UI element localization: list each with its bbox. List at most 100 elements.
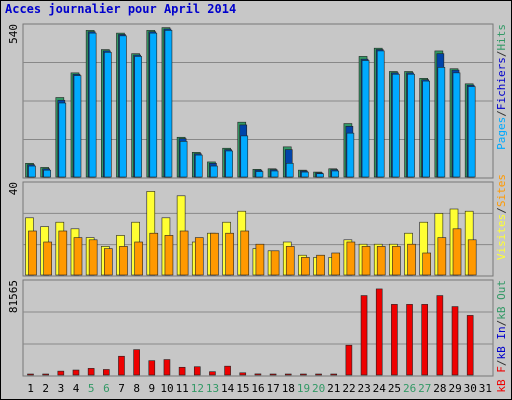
bar-sites-day-22 (346, 241, 356, 276)
x-tick-label: 24 (373, 382, 387, 395)
bar-kb-f-day-12 (193, 366, 201, 376)
bar-kb-f-day-19 (300, 373, 307, 376)
bar-kb-f-day-16 (254, 373, 262, 376)
legend-entry: kB Out (495, 280, 508, 320)
legend-entry: kB F (495, 366, 508, 393)
bottom-legend: kB F/kB In/kB Out (495, 280, 508, 393)
bar-pages-day-8 (134, 56, 142, 178)
legend-entry: Visites (495, 214, 508, 260)
x-tick-label: 29 (448, 382, 461, 395)
bar-sites-day-15 (240, 230, 250, 276)
x-tick-label: 11 (176, 382, 189, 395)
bar-kb-f-day-22 (345, 344, 353, 376)
x-tick-label: 14 (221, 382, 235, 395)
bar-pages-day-11 (179, 141, 188, 178)
bar-kb-f-day-6 (103, 369, 110, 376)
bar-pages-day-5 (88, 32, 97, 178)
bar-kb-f-day-23 (360, 295, 368, 376)
x-tick-label: 8 (133, 382, 140, 395)
bar-sites-day-9 (149, 232, 159, 276)
bar-sites-day-28 (437, 237, 447, 276)
legend-entry: Sites (495, 174, 508, 207)
bar-sites-day-19 (301, 257, 310, 276)
bar-kb-f-day-8 (133, 349, 140, 376)
bar-pages-day-10 (164, 30, 173, 178)
middle-legend: Visites/Sites (495, 174, 508, 260)
middle-ymax-label: 40 (7, 182, 20, 195)
bar-sites-day-6 (104, 248, 113, 276)
bar-kb-f-day-2 (42, 373, 49, 376)
panel-bottom (22, 279, 494, 377)
bar-pages-day-20 (316, 173, 324, 178)
bar-kb-f-day-17 (269, 373, 277, 376)
top-bars (25, 27, 476, 178)
legend-entry: / (495, 207, 508, 214)
bar-pages-day-29 (452, 72, 461, 178)
bar-pages-day-3 (58, 102, 67, 178)
x-tick-label: 5 (88, 382, 95, 395)
bar-pages-day-13 (210, 165, 218, 178)
bar-kb-f-day-11 (178, 366, 186, 376)
bar-pages-day-28 (437, 67, 446, 178)
bar-pages-day-6 (104, 51, 112, 178)
bar-pages-day-19 (301, 171, 309, 178)
bar-kb-f-day-24 (375, 288, 383, 376)
bar-kb-f-day-10 (163, 359, 171, 376)
x-tick-label: 17 (267, 382, 280, 395)
bar-sites-day-18 (285, 246, 295, 276)
legend-entry: kB In (495, 326, 508, 359)
bar-pages-day-24 (376, 50, 385, 178)
x-tick-label: 1 (27, 382, 34, 395)
middle-bars (25, 191, 477, 276)
bar-kb-f-day-25 (391, 304, 398, 376)
bar-kb-f-day-26 (406, 304, 413, 376)
bar-pages-day-16 (255, 171, 264, 178)
bottom-ymax-label: 81565 (7, 280, 20, 313)
bar-pages-day-23 (361, 60, 370, 178)
bar-sites-day-20 (316, 254, 325, 276)
x-tick-label: 3 (58, 382, 65, 395)
bar-kb-f-day-5 (87, 368, 95, 376)
x-tick-label: 15 (236, 382, 249, 395)
bar-sites-day-21 (331, 252, 341, 276)
bar-pages-day-25 (392, 73, 400, 178)
bar-pages-day-27 (422, 80, 430, 178)
bar-kb-f-day-9 (148, 360, 156, 376)
bar-kb-f-day-15 (239, 372, 247, 376)
bar-kb-f-day-28 (436, 295, 444, 376)
bar-pages-day-1 (28, 165, 36, 178)
bar-sites-day-27 (422, 252, 431, 276)
bar-kb-f-day-29 (451, 306, 459, 376)
bar-sites-day-29 (452, 228, 462, 276)
bar-pages-day-7 (119, 35, 127, 178)
bar-sites-day-17 (270, 250, 280, 276)
bar-kb-f-day-21 (330, 373, 338, 376)
x-tick-label: 18 (282, 382, 295, 395)
legend-entry: / (495, 320, 508, 327)
x-tick-label: 6 (103, 382, 110, 395)
bar-sites-day-14 (225, 232, 234, 276)
bar-kb-f-day-14 (224, 365, 231, 376)
bar-sites-day-1 (28, 230, 37, 276)
bar-pages-day-15 (240, 135, 249, 178)
bar-kb-f-day-27 (421, 304, 428, 376)
bar-kb-f-day-20 (315, 373, 322, 376)
bar-sites-day-8 (134, 241, 143, 276)
bar-kb-f-day-1 (27, 373, 34, 376)
x-tick-label: 31 (479, 382, 492, 395)
bar-pages-day-18 (285, 162, 294, 178)
x-tick-label: 13 (206, 382, 219, 395)
x-tick-label: 21 (327, 382, 340, 395)
x-tick-label: 12 (191, 382, 204, 395)
bar-sites-day-7 (119, 246, 128, 276)
bar-sites-day-24 (376, 246, 386, 276)
legend-entry: Hits (495, 24, 508, 51)
x-tick-label: 28 (433, 382, 446, 395)
bar-pages-day-22 (346, 132, 355, 178)
bar-sites-day-2 (43, 241, 52, 276)
x-tick-label: 26 (403, 382, 416, 395)
bar-pages-day-21 (331, 170, 340, 178)
x-tick-label: 19 (297, 382, 310, 395)
x-tick-label: 9 (149, 382, 156, 395)
